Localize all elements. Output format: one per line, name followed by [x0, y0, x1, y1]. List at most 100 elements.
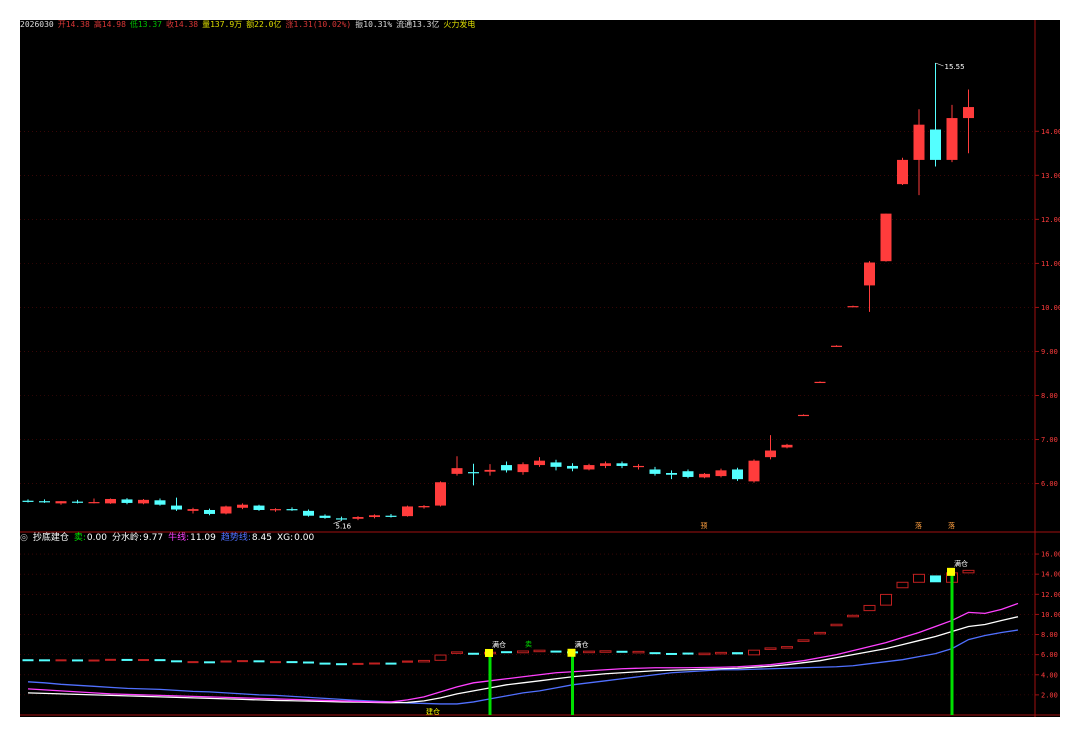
indicator-candle: [682, 652, 694, 655]
trend-line: [27, 629, 1019, 705]
signal-bar: [571, 651, 574, 715]
candle-body: [402, 506, 413, 517]
candle-body: [963, 107, 974, 119]
indicator-candle: [583, 650, 595, 654]
candle-body: [138, 499, 149, 504]
candle-body: [633, 465, 644, 468]
indicator-tick-label: 6.00: [1041, 651, 1058, 659]
signal-box: [947, 567, 955, 576]
bull-line: [27, 602, 1019, 703]
candle-body: [550, 462, 562, 467]
candle-body: [220, 506, 232, 514]
indicator-candle: [286, 661, 298, 664]
indicator-candle: [39, 659, 50, 662]
signal-box: [485, 648, 493, 657]
candle-body: [451, 468, 463, 474]
candle-body: [369, 515, 380, 518]
indicator-candle: [369, 662, 380, 665]
header-field: 量137.9万: [202, 20, 243, 29]
indicator-candle: [797, 639, 810, 642]
candle-body: [946, 118, 958, 160]
indicator-candle: [352, 662, 364, 665]
candle-body: [501, 465, 512, 471]
candle-body: [154, 500, 166, 505]
header-field: 开14.38: [57, 20, 90, 29]
indicator-label: 趋势线:: [220, 533, 251, 543]
signal-bar: [488, 652, 492, 715]
indicator-candle: [880, 593, 892, 606]
signal-label: 满仓: [492, 640, 506, 649]
candle-body: [385, 515, 397, 517]
candle-body: [171, 505, 182, 510]
candle-body: [814, 381, 826, 384]
candle-body: [39, 501, 50, 503]
candle-body: [649, 469, 661, 474]
header-code: 2026030: [20, 20, 54, 29]
candle-body: [72, 501, 83, 503]
indicator-candle: [253, 660, 265, 663]
indicator-candle: [220, 660, 232, 663]
event-mark: 落: [948, 521, 955, 530]
indicator-candle: [22, 659, 34, 662]
signal-box: [567, 648, 576, 657]
price-tick-label: 10.00: [1041, 304, 1060, 312]
price-tick-label: 6.00: [1041, 480, 1058, 488]
candle-body: [253, 505, 265, 510]
low-pointer: [333, 520, 342, 524]
indicator-candle: [105, 658, 116, 661]
candle-body: [286, 509, 298, 511]
indicator-candle: [764, 647, 777, 650]
header-field: 振10.31%: [355, 20, 393, 29]
indicator-candle: [517, 650, 529, 654]
indicator-candle: [204, 661, 215, 664]
indicator-candle: [863, 604, 876, 612]
stock-chart: 6.00 7.00 8.00 9.00 10.00 11.00 12.00 13.00 14.0…: [20, 20, 1060, 717]
high-label: 15.55: [945, 63, 965, 71]
signal-bar: [950, 572, 954, 715]
indicator-candle: [303, 661, 314, 664]
indicator-value: 11.09: [190, 533, 216, 543]
indicator-candle: [962, 569, 975, 574]
candle-body: [121, 499, 133, 503]
indicator-candle: [666, 652, 677, 655]
price-tick-label: 7.00: [1041, 436, 1058, 444]
price-tick-label: 13.00: [1041, 172, 1060, 180]
indicator-candle: [501, 651, 512, 654]
indicator-candle: [402, 660, 413, 663]
indicator-candle: [814, 631, 826, 635]
indicator-candle: [896, 581, 909, 589]
indicator-tick-label: 10.00: [1041, 611, 1060, 619]
indicator-tick-label: 12.00: [1041, 591, 1060, 599]
header-field: 高14.98: [93, 20, 126, 29]
candle-body: [831, 345, 842, 347]
indicator-tick-label: 16.00: [1041, 551, 1060, 559]
indicator-bar: ◎ 抄底建仓 卖:0.00 分水岭:9.77 牛线:11.09 趋势线:8.45 XG:0.…: [20, 532, 324, 544]
indicator-label: 牛线:: [168, 533, 190, 543]
candle-body: [484, 469, 496, 472]
header-field: 收14.38: [166, 20, 199, 29]
low-label: 5.16: [336, 523, 352, 531]
indicator-candle: [732, 652, 743, 655]
candle-body: [583, 465, 595, 470]
indicator-candle: [121, 658, 133, 661]
signal-label: 建仓: [426, 707, 440, 716]
header-field: 低13.37: [129, 20, 162, 29]
signal-label: 满仓: [575, 640, 589, 649]
candle-body: [270, 509, 281, 511]
indicator-candle: [715, 651, 727, 655]
candle-body: [616, 463, 628, 466]
candle-body: [352, 517, 364, 519]
header-field: 流通13.3亿: [396, 20, 440, 29]
indicator-value: 9.77: [143, 533, 164, 543]
indicator-tick-label: 2.00: [1041, 691, 1058, 699]
indicator-candle: [154, 659, 166, 662]
price-tick-label: 8.00: [1041, 392, 1058, 400]
price-tick-label: 11.00: [1041, 260, 1060, 268]
candle-body: [105, 498, 116, 504]
candle-body: [336, 518, 347, 520]
candle-body: [732, 469, 743, 480]
candle-body: [699, 473, 710, 478]
price-tick-label: 14.00: [1041, 128, 1060, 136]
event-mark: 落: [915, 521, 922, 530]
indicator-candle: [830, 623, 843, 627]
